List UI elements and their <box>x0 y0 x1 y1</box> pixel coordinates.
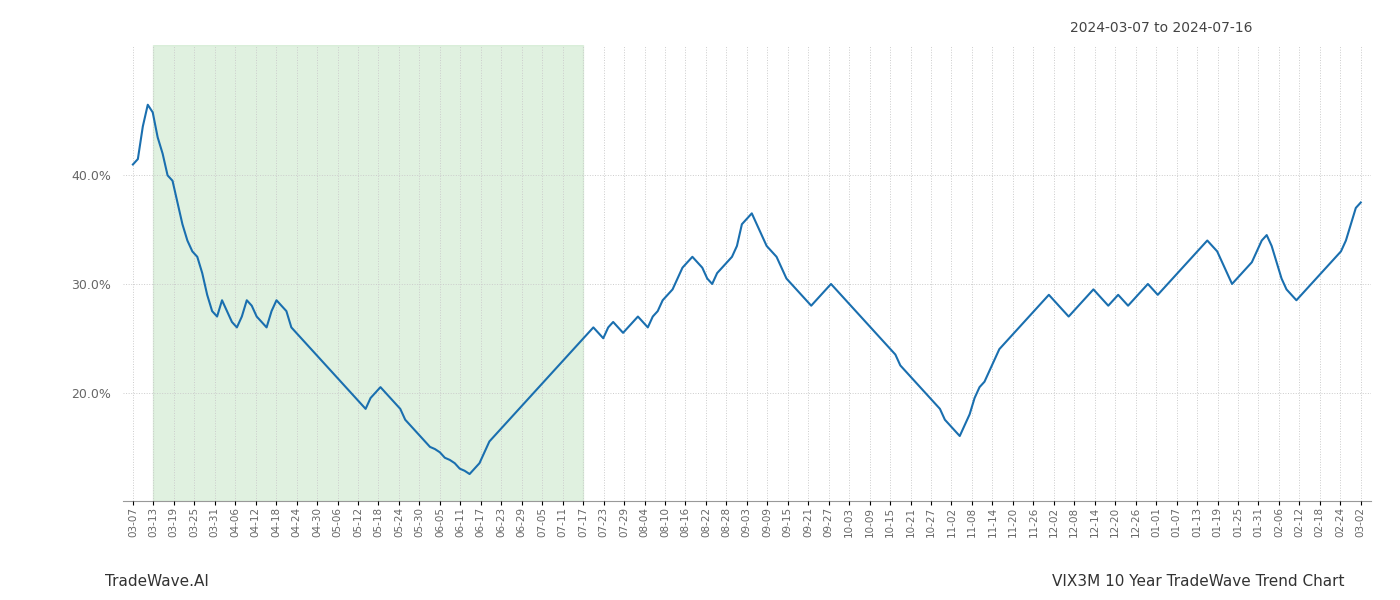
Bar <box>154 45 584 501</box>
Text: TradeWave.AI: TradeWave.AI <box>105 574 209 589</box>
Text: VIX3M 10 Year TradeWave Trend Chart: VIX3M 10 Year TradeWave Trend Chart <box>1051 574 1344 589</box>
Text: 2024-03-07 to 2024-07-16: 2024-03-07 to 2024-07-16 <box>1071 21 1253 35</box>
